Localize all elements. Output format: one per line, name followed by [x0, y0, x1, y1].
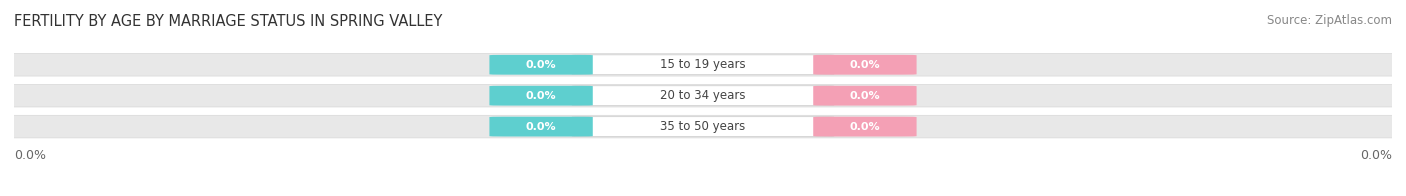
Text: 0.0%: 0.0%	[526, 122, 557, 132]
Text: 0.0%: 0.0%	[1360, 149, 1392, 162]
FancyBboxPatch shape	[813, 117, 917, 136]
FancyBboxPatch shape	[489, 55, 593, 75]
Text: 0.0%: 0.0%	[849, 60, 880, 70]
FancyBboxPatch shape	[572, 117, 834, 136]
Text: 35 to 50 years: 35 to 50 years	[661, 120, 745, 133]
FancyBboxPatch shape	[813, 86, 917, 106]
FancyBboxPatch shape	[572, 86, 834, 106]
Text: 0.0%: 0.0%	[849, 122, 880, 132]
FancyBboxPatch shape	[0, 115, 1406, 138]
Text: 15 to 19 years: 15 to 19 years	[661, 58, 745, 71]
Text: 0.0%: 0.0%	[14, 149, 46, 162]
Text: FERTILITY BY AGE BY MARRIAGE STATUS IN SPRING VALLEY: FERTILITY BY AGE BY MARRIAGE STATUS IN S…	[14, 14, 443, 29]
FancyBboxPatch shape	[489, 117, 593, 136]
FancyBboxPatch shape	[0, 54, 1406, 76]
Text: Source: ZipAtlas.com: Source: ZipAtlas.com	[1267, 14, 1392, 27]
FancyBboxPatch shape	[813, 55, 917, 75]
Text: 0.0%: 0.0%	[526, 60, 557, 70]
FancyBboxPatch shape	[489, 86, 593, 106]
Text: 0.0%: 0.0%	[849, 91, 880, 101]
Text: 0.0%: 0.0%	[526, 91, 557, 101]
Text: 20 to 34 years: 20 to 34 years	[661, 89, 745, 102]
FancyBboxPatch shape	[0, 84, 1406, 107]
FancyBboxPatch shape	[572, 55, 834, 75]
